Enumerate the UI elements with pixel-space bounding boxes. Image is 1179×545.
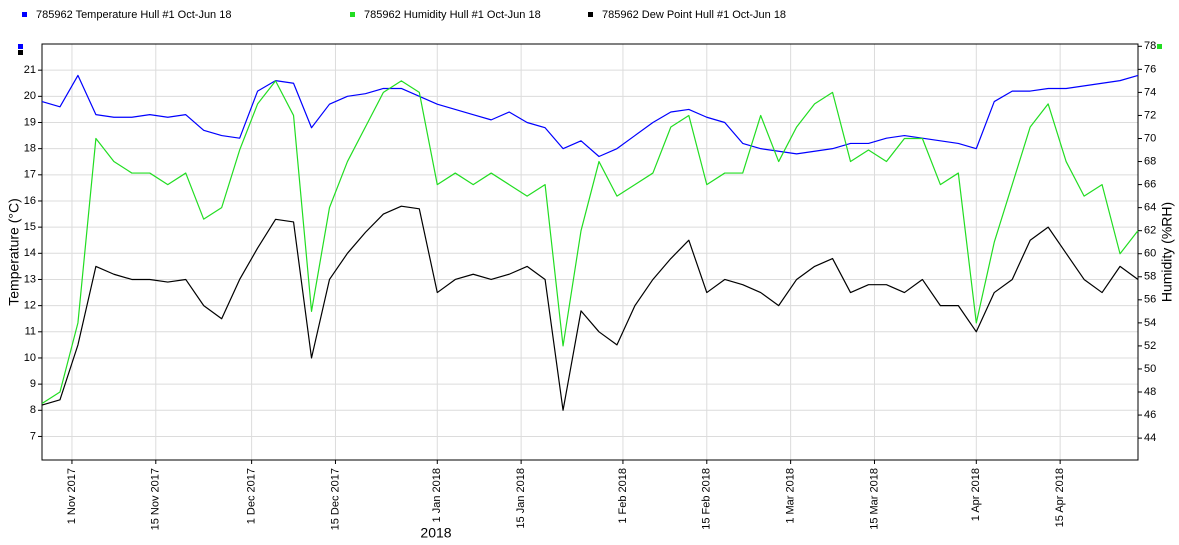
y-axis-title: Temperature (°C) — [6, 198, 22, 306]
y-tick-label: 12 — [24, 300, 36, 312]
y-tick-label: 7 — [30, 430, 36, 442]
x-tick-label: 1 Feb 2018 — [617, 468, 629, 524]
plot-area — [41, 43, 1139, 461]
y-tick-label: 9 — [30, 378, 36, 390]
y-tick-label: 8 — [30, 404, 36, 416]
series-line — [41, 205, 1139, 411]
legend-label: 785962 Humidity Hull #1 Oct-Jun 18 — [364, 9, 541, 21]
y2-tick-label: 64 — [1144, 202, 1156, 214]
series-line — [41, 80, 1139, 405]
y2-tick-label: 46 — [1144, 409, 1156, 421]
legend-label: 785962 Temperature Hull #1 Oct-Jun 18 — [36, 9, 231, 21]
series-line — [41, 74, 1139, 158]
legend-swatch — [588, 12, 593, 17]
plot-frame — [41, 43, 1139, 461]
x-tick-label: 1 Nov 2017 — [66, 468, 78, 524]
y2-tick-label: 78 — [1144, 40, 1156, 52]
y-tick-label: 17 — [24, 169, 36, 181]
y-tick-label: 15 — [24, 221, 36, 233]
legend-swatch — [350, 12, 355, 17]
y2-tick-label: 58 — [1144, 271, 1156, 283]
y-tick-label: 18 — [24, 143, 36, 155]
x-tick-label: 1 Apr 2018 — [970, 468, 982, 521]
x-tick-label: 1 Mar 2018 — [785, 468, 797, 524]
x-tick-label: 15 Nov 2017 — [150, 468, 162, 530]
y2-tick-label: 50 — [1144, 363, 1156, 375]
axis-marker — [18, 50, 23, 55]
x-tick-label: 1 Jan 2018 — [431, 468, 443, 522]
legend-swatch — [22, 12, 27, 17]
x-tick-label: 15 Mar 2018 — [868, 468, 880, 530]
y-tick-label: 14 — [24, 247, 36, 259]
axis-marker — [18, 44, 23, 49]
x-tick-label: 15 Jan 2018 — [515, 468, 527, 529]
y2-tick-label: 76 — [1144, 63, 1156, 75]
y2-tick-label: 62 — [1144, 225, 1156, 237]
x-tick-label: 15 Dec 2017 — [329, 468, 341, 530]
y2-tick-label: 52 — [1144, 340, 1156, 352]
x-tick-label: 15 Feb 2018 — [701, 468, 713, 530]
y2-tick-label: 54 — [1144, 317, 1156, 329]
y-tick-label: 10 — [24, 352, 36, 364]
y-tick-label: 11 — [25, 326, 36, 338]
x-axis-title: 2018 — [420, 525, 451, 541]
y2-tick-label: 72 — [1144, 109, 1156, 121]
y-tick-label: 16 — [24, 195, 36, 207]
y2-tick-label: 48 — [1144, 386, 1156, 398]
axis-marker — [1157, 44, 1162, 49]
y2-tick-label: 74 — [1144, 86, 1156, 98]
legend-label: 785962 Dew Point Hull #1 Oct-Jun 18 — [602, 9, 786, 21]
y2-axis-title: Humidity (%RH) — [1159, 202, 1175, 302]
y2-tick-label: 68 — [1144, 155, 1156, 167]
y2-tick-label: 66 — [1144, 178, 1156, 190]
y-tick-label: 19 — [24, 116, 36, 128]
x-tick-label: 15 Apr 2018 — [1054, 468, 1066, 527]
y2-tick-label: 60 — [1144, 248, 1156, 260]
y-tick-label: 20 — [24, 90, 36, 102]
y-tick-label: 13 — [24, 273, 36, 285]
y2-tick-label: 44 — [1144, 432, 1156, 444]
y2-tick-label: 70 — [1144, 132, 1156, 144]
x-tick-label: 1 Dec 2017 — [246, 468, 258, 524]
y2-tick-label: 56 — [1144, 294, 1156, 306]
y-tick-label: 21 — [24, 64, 36, 76]
